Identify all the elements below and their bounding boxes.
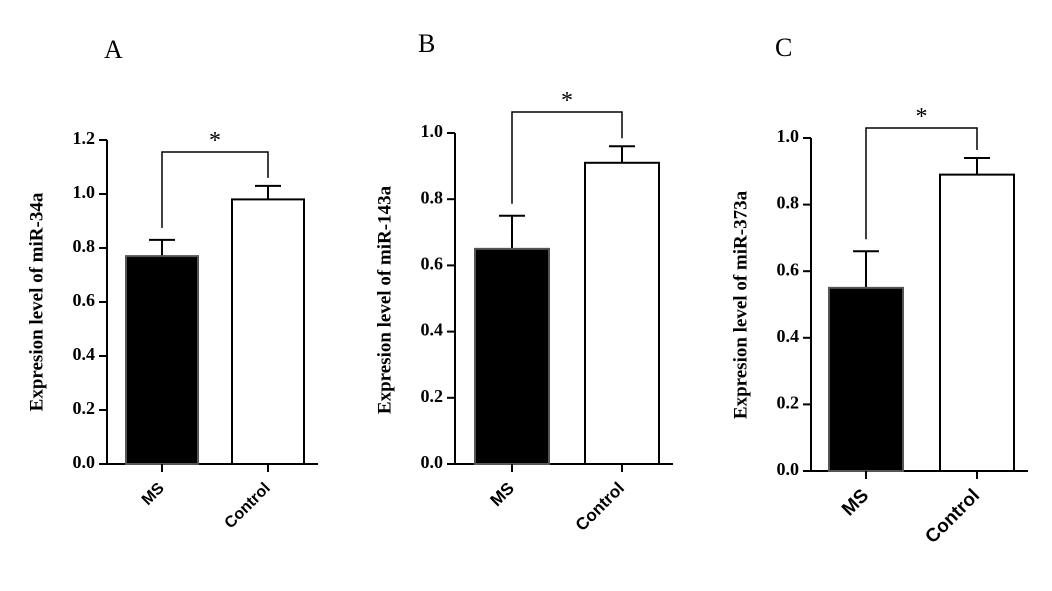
significance-bracket xyxy=(511,111,623,204)
y-tick-label: 0.0 xyxy=(421,452,444,472)
chart-panel-a: A Expresion level of miR-34a 0.0 0.2 0.4 0.6 0… xyxy=(26,35,318,532)
panel-letter: C xyxy=(775,33,792,62)
y-tick-label: 0.4 xyxy=(777,326,800,346)
panel-letter: B xyxy=(418,29,435,58)
x-tick-label: Control xyxy=(572,479,628,535)
bar-control xyxy=(584,161,660,465)
x-tick-label: MS xyxy=(139,480,168,509)
bar-ms xyxy=(474,247,550,465)
bar-ms xyxy=(125,255,199,465)
y-tick-label: 0.0 xyxy=(777,459,800,479)
x-tick-label: Control xyxy=(222,480,274,532)
x-tick-label: Control xyxy=(921,485,984,548)
y-tick-label: 0.8 xyxy=(421,187,444,207)
significance-star: * xyxy=(916,104,928,130)
bar-control xyxy=(231,198,305,465)
y-tick-label: 0.8 xyxy=(73,236,96,256)
significance-star: * xyxy=(561,88,573,114)
panel-letter: A xyxy=(104,35,123,64)
y-tick-label: 0.6 xyxy=(421,254,444,274)
y-tick-label: 0.6 xyxy=(777,259,800,279)
y-tick-label: 0.2 xyxy=(777,393,800,413)
y-tick-label: 1.0 xyxy=(421,121,444,141)
y-tick-label: 0.2 xyxy=(73,398,96,418)
y-tick-label: 0.8 xyxy=(777,193,800,213)
y-axis-label: Expresion level of miR-143a xyxy=(374,185,395,414)
y-tick-label: 1.0 xyxy=(73,182,96,202)
bar-control xyxy=(939,173,1015,472)
y-axis-label: Expresion level of miR-34a xyxy=(26,192,47,411)
y-tick-label: 0.0 xyxy=(73,452,96,472)
y-tick-label: 0.4 xyxy=(73,344,96,364)
chart-panel-c: C Expresion level of miR-373a 0.0 0.2 0.4 0.6… xyxy=(730,33,1028,548)
y-tick-label: 0.4 xyxy=(421,320,444,340)
bar-ms xyxy=(828,286,904,472)
y-tick-label: 1.2 xyxy=(73,128,96,148)
significance-star: * xyxy=(209,128,221,154)
y-tick-label: 0.2 xyxy=(421,386,444,406)
y-axis-label: Expresion level of miR-373a xyxy=(730,190,751,419)
y-tick-label: 1.0 xyxy=(777,126,800,146)
chart-panel-b: B Expresion level of miR-143a 0.0 0.2 0.4 0.6… xyxy=(374,29,673,535)
significance-bracket xyxy=(865,127,978,240)
x-tick-label: MS xyxy=(487,479,518,510)
significance-bracket xyxy=(161,151,269,228)
x-tick-label: MS xyxy=(838,485,873,520)
y-tick-label: 0.6 xyxy=(73,290,96,310)
